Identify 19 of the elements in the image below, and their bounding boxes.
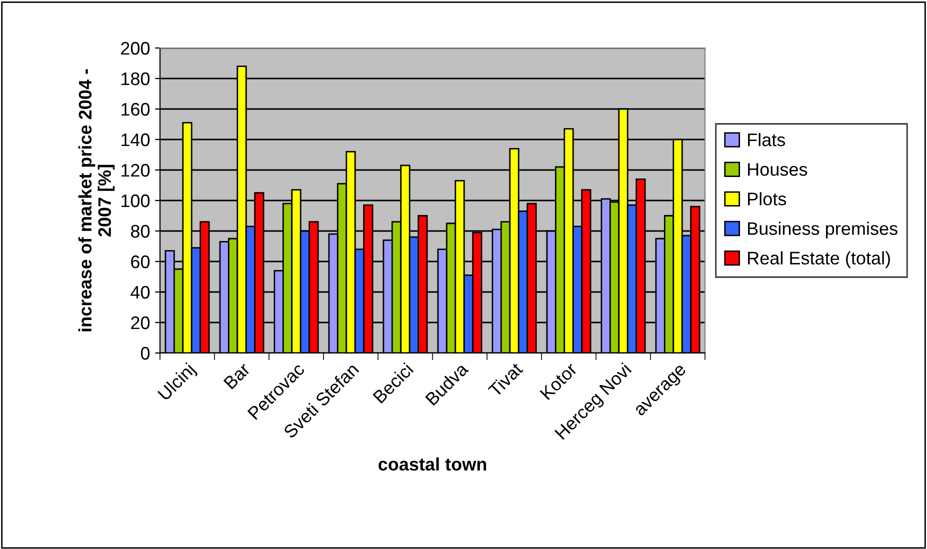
legend-label: Business premises (748, 222, 898, 239)
legend-label: Plots (748, 192, 786, 206)
y-tick-label: 40 (130, 286, 150, 299)
y-tick-label: 20 (131, 316, 150, 330)
y-tick-label: 80 (130, 224, 150, 238)
x-axis-title: coastal town (378, 457, 486, 471)
y-tick-label: 200 (121, 42, 150, 55)
y-tick-label: 140 (122, 133, 150, 146)
y-tick-label: 160 (122, 102, 150, 116)
y-tick-label: 100 (122, 194, 150, 208)
legend-label: Houses (748, 163, 808, 176)
y-axis-title: increase of market price 2004 - 2007 [%] (78, 69, 115, 332)
y-tick-label: 60 (131, 255, 150, 268)
x-tick-label: Bar (223, 362, 251, 390)
y-tick-label: 180 (122, 72, 150, 86)
y-tick-label: 120 (122, 164, 150, 177)
legend-label: Real Estate (total) (748, 251, 890, 268)
legend-label: Flats (748, 133, 786, 146)
y-tick-label: 0 (140, 346, 150, 360)
